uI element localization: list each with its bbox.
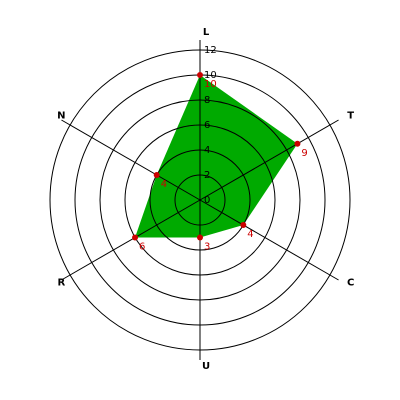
axis-label: R xyxy=(58,278,66,289)
data-point xyxy=(153,172,160,178)
data-point xyxy=(294,140,301,147)
axis-label: N xyxy=(57,111,65,122)
r-tick-label: 2 xyxy=(204,170,210,181)
r-tick-label: 10 xyxy=(204,70,217,81)
r-tick-label: 6 xyxy=(204,120,210,131)
value-label: 6 xyxy=(139,242,145,253)
r-tick-label: 8 xyxy=(204,95,210,106)
r-tick-label: 4 xyxy=(204,145,210,156)
value-label: 4 xyxy=(247,229,253,240)
axis-label: T xyxy=(347,111,354,122)
axis-label: U xyxy=(202,361,210,372)
axis-spoke xyxy=(61,199,201,281)
value-label: 10 xyxy=(204,79,217,90)
data-point xyxy=(197,72,203,78)
data-point xyxy=(240,222,247,228)
axis-label: L xyxy=(203,27,210,38)
r-tick-label: 0 xyxy=(204,195,210,206)
data-point xyxy=(197,234,203,241)
value-label: 4 xyxy=(161,179,167,190)
axis-spoke xyxy=(61,119,201,201)
r-tick-label: 12 xyxy=(204,45,217,56)
radar-area xyxy=(135,75,298,238)
value-label: 3 xyxy=(204,242,210,253)
value-label: 9 xyxy=(301,148,307,159)
axis-spoke xyxy=(199,119,339,201)
data-point xyxy=(132,234,139,241)
axis-spoke xyxy=(199,199,339,281)
axis-label: C xyxy=(347,278,354,289)
